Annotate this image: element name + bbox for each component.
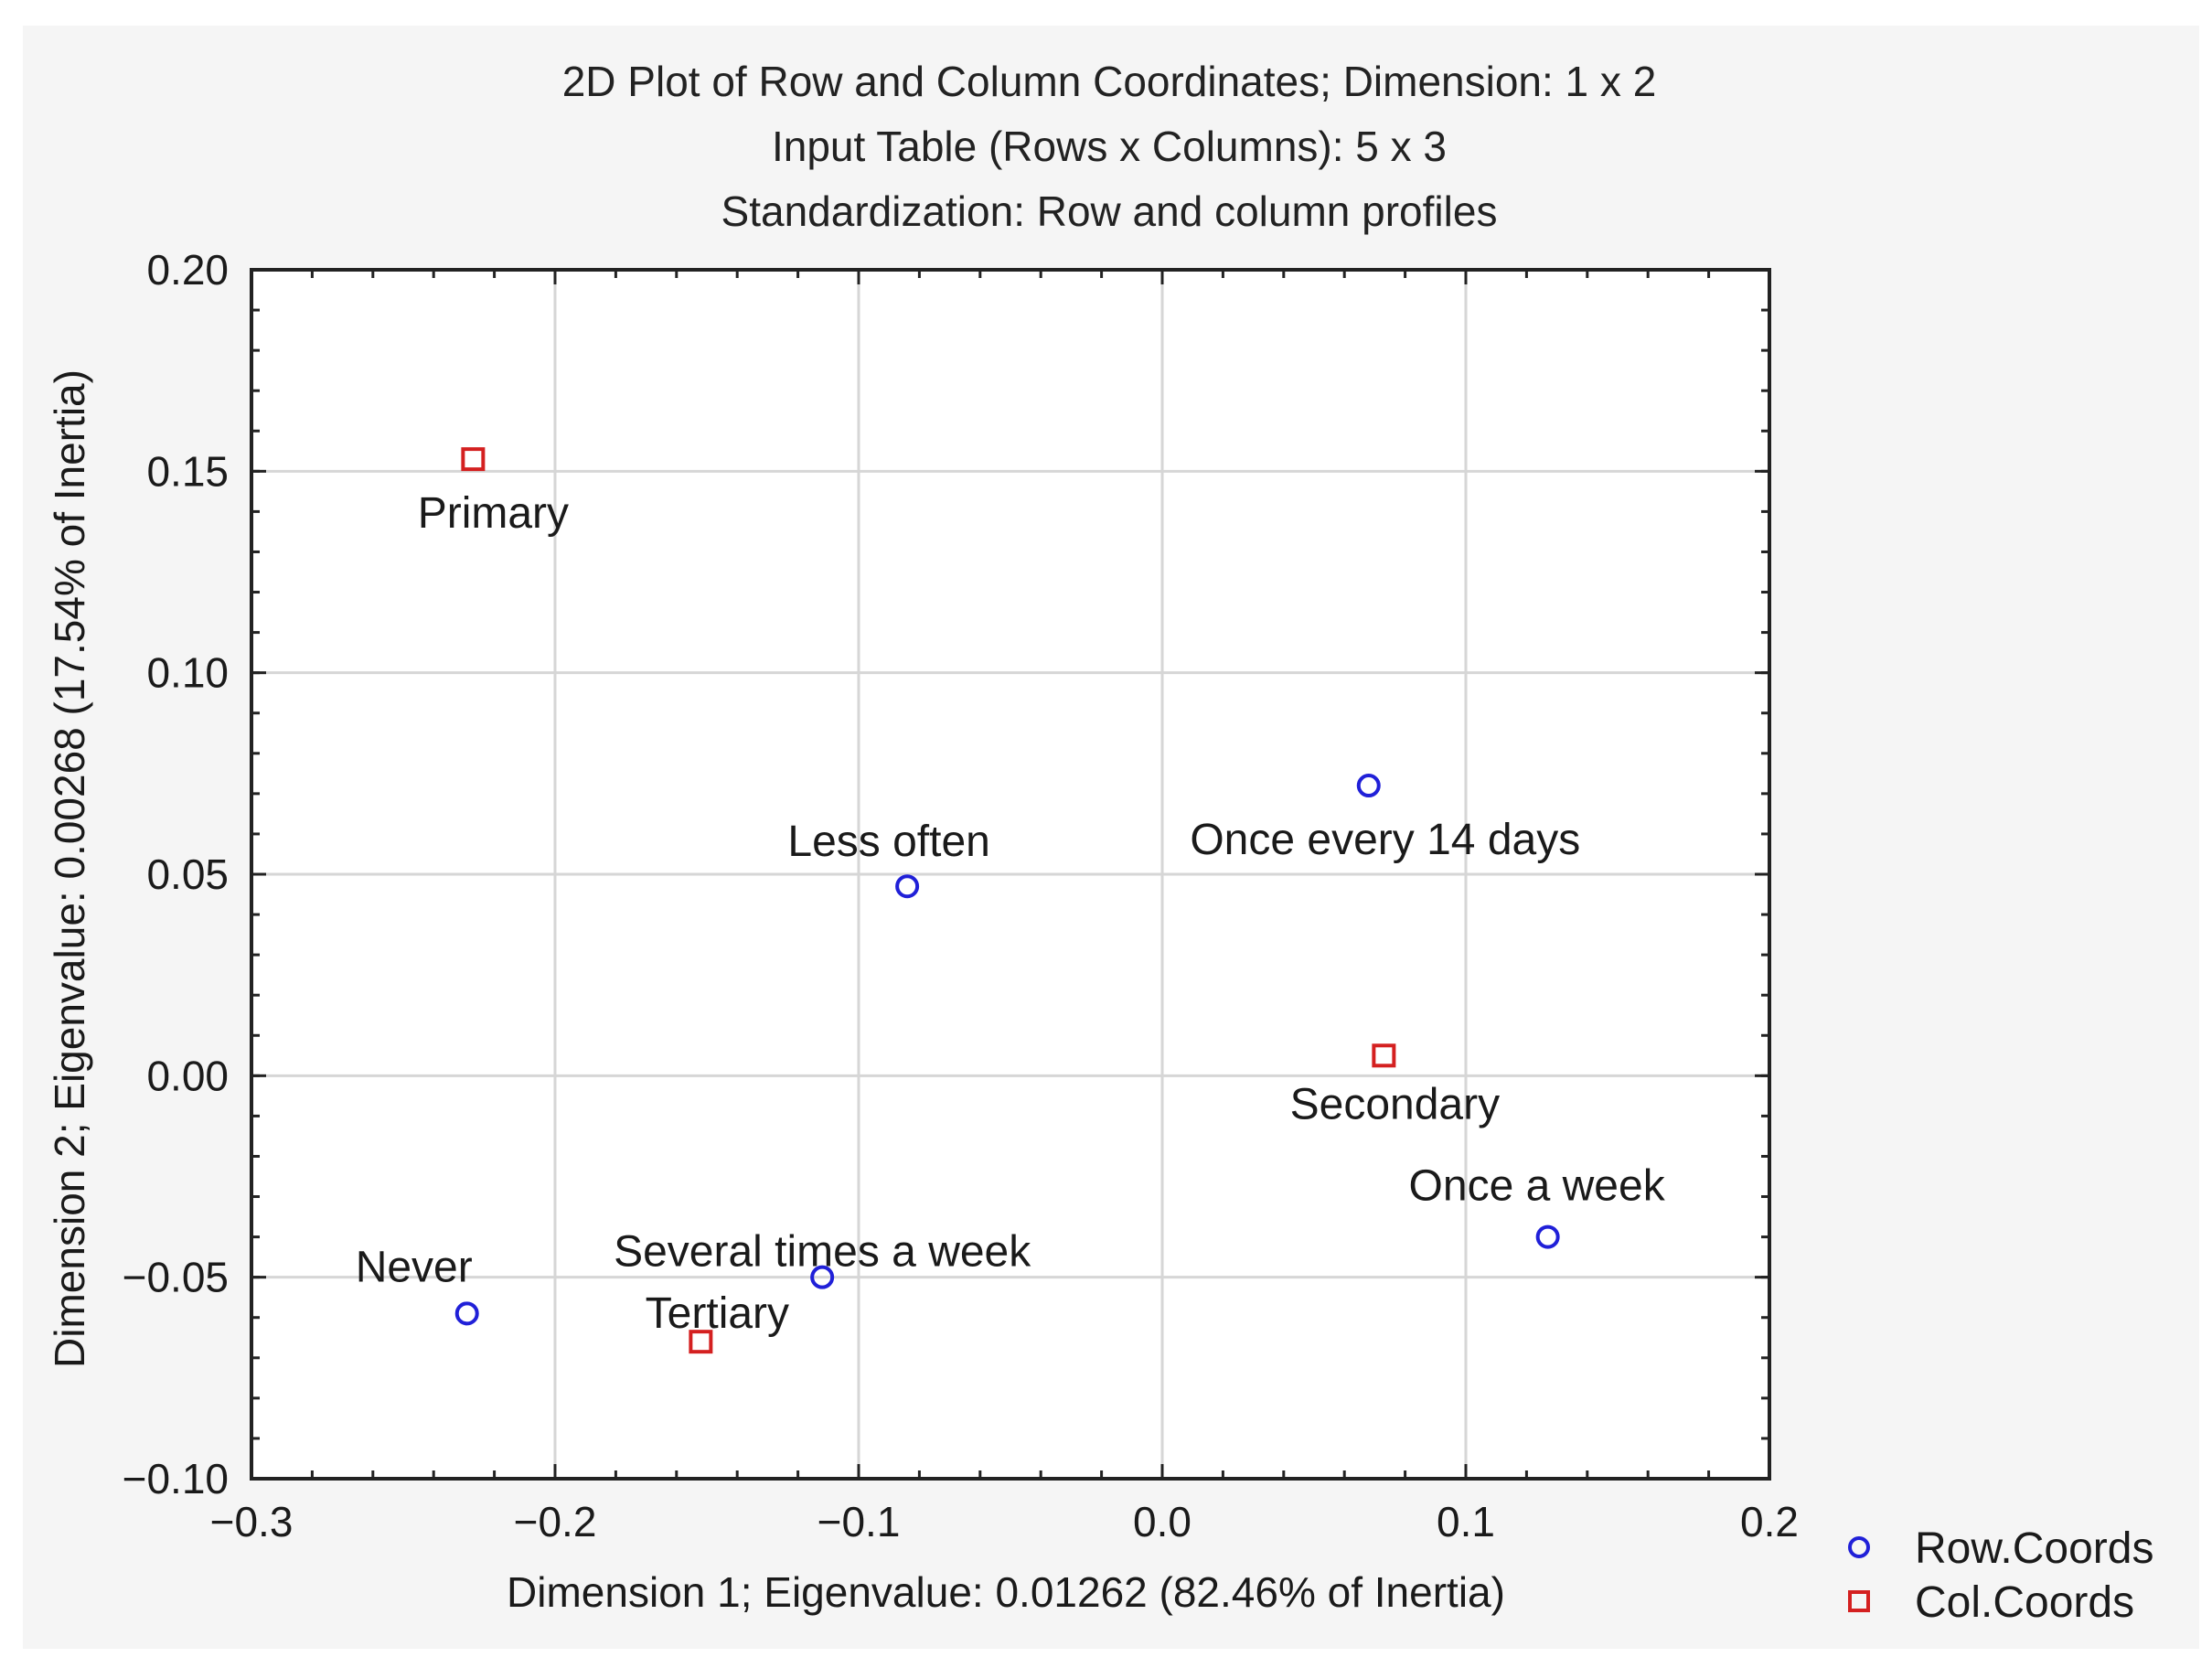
x-tick-label: −0.3 [210,1498,294,1545]
y-tick-label: 0.10 [146,649,229,697]
title-line-2: Input Table (Rows x Columns): 5 x 3 [772,123,1447,170]
point-label-once-a-week: Once a week [1409,1162,1666,1211]
y-tick-label: −0.10 [123,1455,229,1502]
x-axis-tick-labels: −0.3 −0.2 −0.1 0.0 0.1 0.2 [210,1498,1799,1545]
y-tick-label: 0.20 [146,246,229,294]
title-line-1: 2D Plot of Row and Column Coordinates; D… [562,58,1657,105]
grid-lines [251,270,1769,1479]
legend-col-coords-label: Col.Coords [1915,1578,2134,1627]
point-label-several-times-a-week: Several times a week [614,1228,1031,1277]
row-point-never [454,1301,479,1326]
plot-frame-outline [250,268,1771,1481]
x-tick-label: 0.1 [1437,1498,1495,1545]
y-tick-label: 0.00 [146,1052,229,1099]
point-label-tertiary: Tertiary [646,1289,789,1338]
col-point-tertiary [689,1330,713,1354]
point-label-secondary: Secondary [1290,1080,1500,1128]
legend-row-coords-marker [1848,1536,1870,1558]
point-label-primary: Primary [418,489,569,538]
row-point-less-often [895,874,920,899]
legend: Row.Coords Col.Coords [1848,1524,2153,1627]
x-tick-label: 0.0 [1133,1498,1191,1545]
y-tick-label: 0.05 [146,850,229,898]
y-tick-label: −0.05 [123,1254,229,1301]
point-label-never: Never [356,1243,473,1291]
legend-row-coords-label: Row.Coords [1915,1524,2153,1573]
y-axis-tick-labels: −0.10 −0.05 0.00 0.05 0.10 0.15 0.20 [123,246,229,1502]
y-tick-label: 0.15 [146,447,229,495]
x-axis-label: Dimension 1; Eigenvalue: 0.01262 (82.46%… [507,1568,1505,1616]
col-point-secondary [1372,1043,1396,1068]
row-point-several-times-a-week [810,1265,835,1289]
data-point-labels: Never Several times a week Less often Once … [356,489,1666,1338]
data-points [454,447,1560,1354]
legend-col-coords-marker [1848,1590,1870,1612]
x-tick-label: −0.1 [817,1498,901,1545]
title-line-3: Standardization: Row and column profiles [721,187,1498,235]
y-axis-label: Dimension 2; Eigenvalue: 0.00268 (17.54%… [46,369,93,1368]
col-point-primary [461,447,486,472]
point-label-once-every-14-days: Once every 14 days [1190,816,1580,864]
x-tick-label: 0.2 [1740,1498,1799,1545]
row-point-once-a-week [1535,1224,1560,1249]
row-point-once-every-14-days [1356,774,1381,798]
x-tick-label: −0.2 [514,1498,597,1545]
chart-title: 2D Plot of Row and Column Coordinates; D… [562,58,1657,235]
point-label-less-often: Less often [787,818,989,866]
